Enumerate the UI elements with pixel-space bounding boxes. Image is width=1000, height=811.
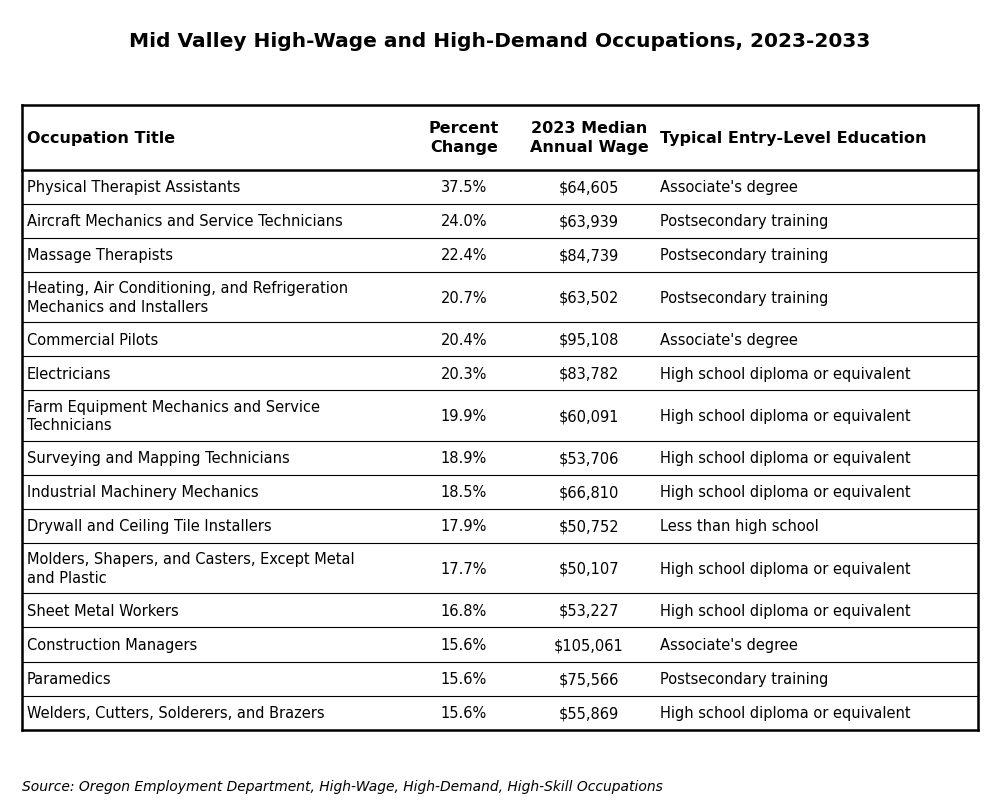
Text: $83,782: $83,782 [559, 367, 619, 381]
Text: $63,502: $63,502 [559, 290, 619, 305]
Text: Heating, Air Conditioning, and Refrigeration
Mechanics and Installers: Heating, Air Conditioning, and Refrigera… [27, 281, 348, 315]
Text: 20.3%: 20.3% [441, 367, 487, 381]
Text: $95,108: $95,108 [559, 333, 619, 347]
Text: High school diploma or equivalent: High school diploma or equivalent [660, 561, 911, 576]
Text: Occupation Title: Occupation Title [27, 131, 175, 145]
Text: Industrial Machinery Mechanics: Industrial Machinery Mechanics [27, 485, 259, 500]
Text: High school diploma or equivalent: High school diploma or equivalent [660, 451, 911, 466]
Text: 16.8%: 16.8% [441, 603, 487, 618]
Text: 20.4%: 20.4% [441, 333, 487, 347]
Text: High school diploma or equivalent: High school diploma or equivalent [660, 409, 911, 423]
Text: Welders, Cutters, Solderers, and Brazers: Welders, Cutters, Solderers, and Brazers [27, 706, 325, 720]
Text: Construction Managers: Construction Managers [27, 637, 197, 652]
Text: Surveying and Mapping Technicians: Surveying and Mapping Technicians [27, 451, 290, 466]
Text: Postsecondary training: Postsecondary training [660, 290, 828, 305]
Text: Aircraft Mechanics and Service Technicians: Aircraft Mechanics and Service Technicia… [27, 214, 343, 229]
Text: $84,739: $84,739 [559, 248, 619, 263]
Text: Associate's degree: Associate's degree [660, 333, 798, 347]
Text: Electricians: Electricians [27, 367, 112, 381]
Text: $60,091: $60,091 [559, 409, 619, 423]
Text: $63,939: $63,939 [559, 214, 619, 229]
Text: 18.9%: 18.9% [441, 451, 487, 466]
Text: Farm Equipment Mechanics and Service
Technicians: Farm Equipment Mechanics and Service Tec… [27, 399, 320, 433]
Text: High school diploma or equivalent: High school diploma or equivalent [660, 485, 911, 500]
Text: 15.6%: 15.6% [441, 672, 487, 686]
Text: Postsecondary training: Postsecondary training [660, 672, 828, 686]
Text: 22.4%: 22.4% [441, 248, 487, 263]
Text: Source: Oregon Employment Department, High-Wage, High-Demand, High-Skill Occupat: Source: Oregon Employment Department, Hi… [22, 779, 663, 793]
Text: Molders, Shapers, and Casters, Except Metal
and Plastic: Molders, Shapers, and Casters, Except Me… [27, 551, 355, 586]
Text: $66,810: $66,810 [559, 485, 619, 500]
Text: Associate's degree: Associate's degree [660, 637, 798, 652]
Text: Sheet Metal Workers: Sheet Metal Workers [27, 603, 179, 618]
Text: High school diploma or equivalent: High school diploma or equivalent [660, 367, 911, 381]
Text: $64,605: $64,605 [559, 180, 619, 195]
Text: Associate's degree: Associate's degree [660, 180, 798, 195]
Text: Physical Therapist Assistants: Physical Therapist Assistants [27, 180, 240, 195]
Text: Postsecondary training: Postsecondary training [660, 248, 828, 263]
Text: Paramedics: Paramedics [27, 672, 112, 686]
Text: $50,752: $50,752 [559, 519, 619, 534]
Text: High school diploma or equivalent: High school diploma or equivalent [660, 603, 911, 618]
Text: $53,227: $53,227 [559, 603, 619, 618]
Text: 17.9%: 17.9% [441, 519, 487, 534]
Text: 24.0%: 24.0% [441, 214, 487, 229]
Text: Drywall and Ceiling Tile Installers: Drywall and Ceiling Tile Installers [27, 519, 272, 534]
Text: 15.6%: 15.6% [441, 706, 487, 720]
Text: Typical Entry-Level Education: Typical Entry-Level Education [660, 131, 926, 145]
Text: $105,061: $105,061 [554, 637, 624, 652]
Text: Postsecondary training: Postsecondary training [660, 214, 828, 229]
Text: 20.7%: 20.7% [441, 290, 487, 305]
Text: $55,869: $55,869 [559, 706, 619, 720]
Text: Commercial Pilots: Commercial Pilots [27, 333, 158, 347]
Text: 18.5%: 18.5% [441, 485, 487, 500]
Text: 17.7%: 17.7% [441, 561, 487, 576]
Text: Less than high school: Less than high school [660, 519, 819, 534]
Text: Percent
Change: Percent Change [429, 121, 499, 155]
Text: 2023 Median
Annual Wage: 2023 Median Annual Wage [530, 121, 648, 155]
Text: $50,107: $50,107 [559, 561, 619, 576]
Text: $75,566: $75,566 [559, 672, 619, 686]
Text: 15.6%: 15.6% [441, 637, 487, 652]
Text: $53,706: $53,706 [559, 451, 619, 466]
Text: High school diploma or equivalent: High school diploma or equivalent [660, 706, 911, 720]
Text: 19.9%: 19.9% [441, 409, 487, 423]
Text: 37.5%: 37.5% [441, 180, 487, 195]
Text: Mid Valley High-Wage and High-Demand Occupations, 2023-2033: Mid Valley High-Wage and High-Demand Occ… [129, 32, 871, 51]
Text: Massage Therapists: Massage Therapists [27, 248, 173, 263]
